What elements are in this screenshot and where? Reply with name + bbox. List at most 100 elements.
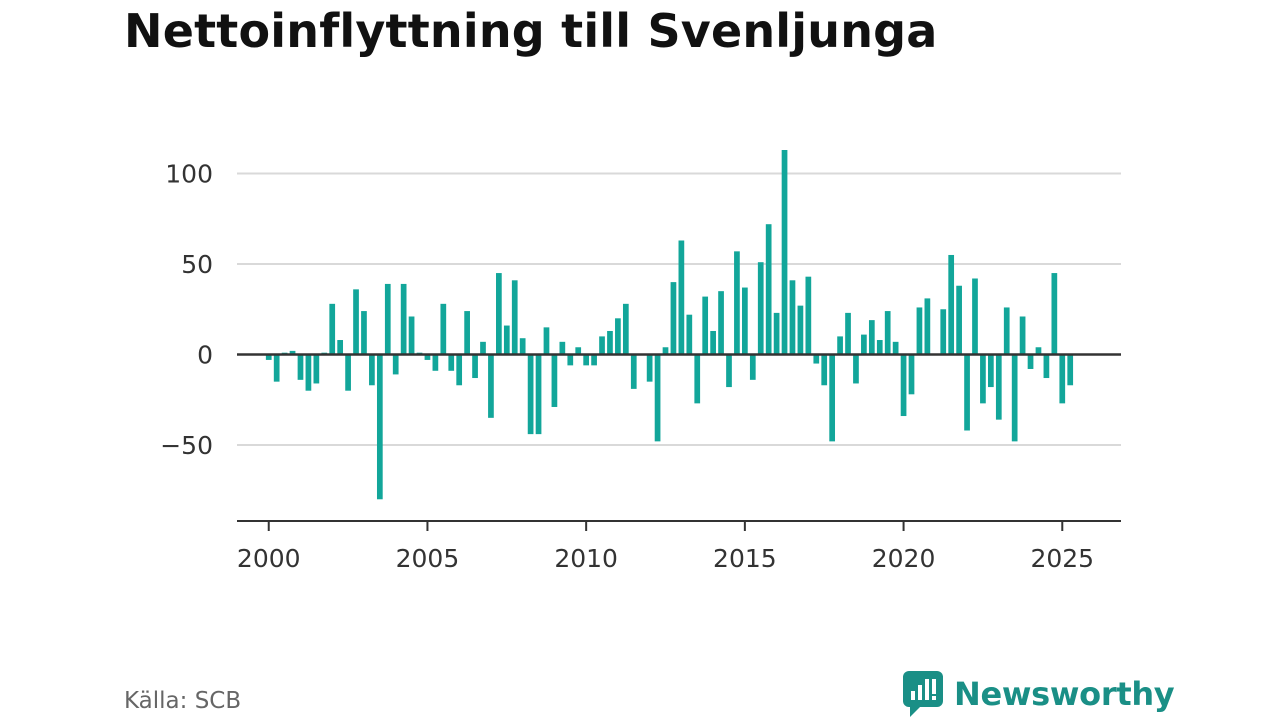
bar — [265, 354, 272, 360]
bar — [749, 354, 756, 380]
bar — [630, 354, 637, 389]
newsworthy-icon — [903, 671, 943, 717]
bar — [480, 341, 486, 355]
bar — [273, 354, 280, 382]
bar — [678, 240, 685, 355]
bar — [448, 354, 455, 371]
bar — [329, 303, 336, 355]
bar — [345, 354, 351, 391]
bar — [376, 354, 383, 500]
bar — [654, 354, 661, 442]
bar — [876, 340, 883, 355]
bar — [916, 307, 923, 355]
bar — [591, 354, 597, 366]
bar — [559, 341, 566, 355]
bar — [972, 278, 978, 355]
bar — [900, 354, 907, 417]
bar — [1067, 354, 1074, 386]
bar — [511, 280, 518, 355]
bar-series — [265, 150, 1074, 500]
bar — [369, 354, 375, 386]
bar — [757, 262, 764, 355]
bar — [646, 354, 653, 382]
bar — [845, 312, 851, 355]
bar — [710, 330, 716, 355]
tick-labels: 100 50 0 −50 2000 2005 2010 2015 2020 2025 — [160, 160, 1094, 573]
bar — [1011, 354, 1018, 442]
bar — [599, 336, 605, 355]
bar — [543, 327, 550, 355]
bar — [837, 336, 843, 355]
bar — [670, 282, 677, 355]
bar — [392, 354, 399, 375]
x-tick-label: 2025 — [1030, 544, 1094, 573]
bar — [488, 354, 494, 418]
bar — [980, 354, 986, 404]
bar — [305, 354, 312, 391]
bar — [781, 150, 788, 355]
bar — [988, 354, 994, 388]
bar — [694, 354, 701, 404]
bar — [797, 305, 804, 355]
axes — [237, 353, 1121, 531]
bar — [551, 354, 558, 407]
source-note: Källa: SCB — [124, 688, 242, 714]
bar — [718, 291, 724, 355]
bar — [464, 311, 470, 355]
x-tick-label: 2020 — [872, 544, 936, 573]
y-tick-label: 50 — [181, 250, 213, 279]
y-tick-label: 100 — [165, 160, 213, 189]
bar — [813, 354, 820, 364]
bar — [734, 251, 740, 355]
bar — [1043, 354, 1050, 379]
bar — [440, 303, 447, 355]
bar — [861, 334, 867, 355]
bar — [995, 354, 1002, 420]
bar — [868, 320, 875, 355]
bar — [662, 347, 669, 355]
bar — [400, 283, 407, 355]
brand-name: Newsworthy — [954, 675, 1175, 713]
bar — [686, 314, 693, 355]
y-tick-label: 0 — [197, 341, 213, 370]
bar — [575, 347, 582, 355]
bar — [527, 354, 534, 435]
bar — [948, 254, 955, 355]
bar — [408, 316, 415, 355]
bar — [1027, 354, 1034, 369]
y-tick-label: −50 — [160, 431, 213, 460]
bar — [1003, 307, 1010, 355]
bar — [1035, 347, 1042, 355]
bar — [456, 354, 463, 386]
x-tick-label: 2005 — [396, 544, 460, 573]
bar — [535, 354, 542, 435]
bar — [742, 287, 748, 355]
bar — [805, 276, 812, 355]
bar — [337, 340, 344, 355]
bar — [567, 354, 574, 366]
x-tick-label: 2015 — [713, 544, 777, 573]
bar — [765, 224, 772, 355]
bar — [615, 318, 621, 355]
bar — [853, 354, 859, 384]
bar — [884, 311, 891, 355]
bar — [519, 338, 526, 355]
bar — [607, 330, 613, 355]
bar — [726, 354, 732, 388]
bar — [313, 354, 320, 384]
bar — [583, 354, 590, 366]
bar — [1019, 316, 1026, 355]
bar — [496, 273, 502, 355]
x-tick-label: 2010 — [554, 544, 618, 573]
bar — [773, 312, 780, 355]
newsworthy-logo: Newsworthy — [902, 670, 1175, 718]
bar — [424, 354, 431, 360]
bar — [821, 354, 828, 386]
bar — [622, 303, 629, 355]
bar — [964, 354, 970, 431]
bar — [924, 298, 931, 355]
x-tick-label: 2000 — [237, 544, 301, 573]
chart-title: Nettoinflyttning till Svenljunga — [124, 4, 938, 58]
bar — [472, 354, 478, 379]
